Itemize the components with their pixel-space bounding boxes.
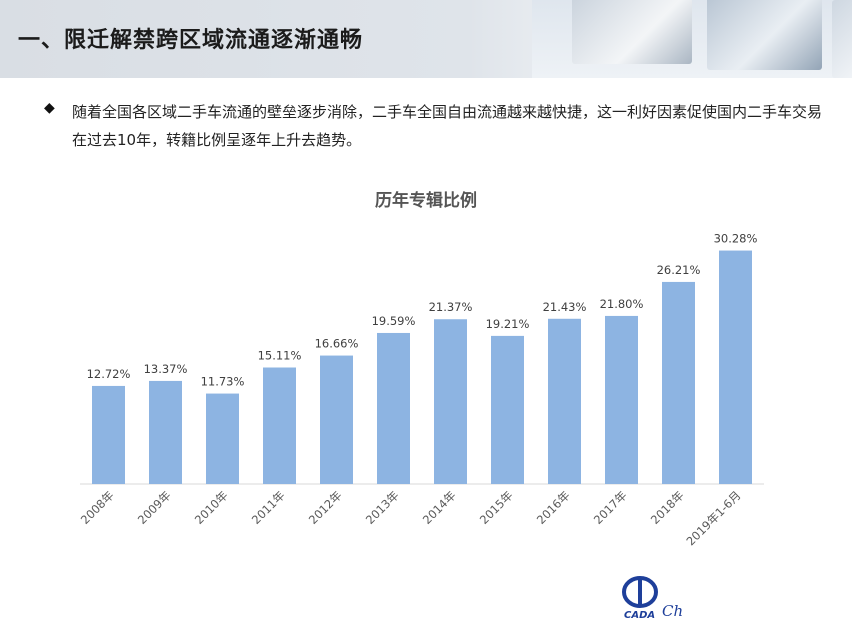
page-title: 一、限迁解禁跨区域流通逐渐通畅 bbox=[18, 28, 364, 53]
x-tick-label: 2019年1-6月 bbox=[683, 488, 743, 548]
logo-text: CADA bbox=[624, 610, 655, 621]
decorative-cube bbox=[832, 0, 852, 78]
bar bbox=[719, 250, 752, 484]
data-label: 16.66% bbox=[315, 337, 359, 351]
data-label: 21.37% bbox=[429, 300, 473, 314]
x-tick-label: 2011年 bbox=[249, 488, 288, 527]
bar bbox=[149, 380, 182, 484]
cada-logo: CADA Ch bbox=[622, 576, 683, 621]
chart-title: 历年专辑比例 bbox=[375, 191, 477, 211]
decorative-cube bbox=[707, 0, 822, 70]
data-label: 19.21% bbox=[486, 317, 530, 331]
x-tick-label: 2015年 bbox=[477, 488, 516, 527]
x-tick-label: 2014年 bbox=[420, 488, 459, 527]
bar bbox=[434, 319, 467, 484]
bar bbox=[263, 367, 296, 484]
bar bbox=[491, 335, 524, 484]
data-label: 21.43% bbox=[543, 300, 587, 314]
data-label: 12.72% bbox=[87, 367, 131, 381]
header-decoration bbox=[532, 0, 852, 78]
header-banner: 一、限迁解禁跨区域流通逐渐通畅 bbox=[0, 0, 852, 78]
data-label: 11.73% bbox=[201, 375, 245, 389]
x-tick-label: 2013年 bbox=[363, 488, 402, 527]
bullet-paragraph: ◆ 随着全国各区域二手车流通的壁垒逐步消除，二手车全国自由流通越来越快捷，这一利… bbox=[44, 98, 834, 154]
bar bbox=[92, 385, 125, 484]
bullet-text: 随着全国各区域二手车流通的壁垒逐步消除，二手车全国自由流通越来越快捷，这一利好因… bbox=[72, 103, 823, 149]
data-label: 30.28% bbox=[714, 232, 758, 246]
logo-script-text: Ch bbox=[662, 602, 683, 620]
x-tick-label: 2018年 bbox=[648, 488, 687, 527]
x-tick-label: 2009年 bbox=[135, 488, 174, 527]
data-label: 19.59% bbox=[372, 314, 416, 328]
bar bbox=[605, 315, 638, 484]
data-label: 26.21% bbox=[657, 263, 701, 277]
x-tick-label: 2010年 bbox=[192, 488, 231, 527]
x-tick-label: 2016年 bbox=[534, 488, 573, 527]
data-label: 21.80% bbox=[600, 297, 644, 311]
bar bbox=[206, 393, 239, 484]
decorative-cube bbox=[572, 0, 692, 64]
bar bbox=[320, 355, 353, 484]
bar bbox=[377, 332, 410, 484]
x-tick-label: 2008年 bbox=[78, 488, 117, 527]
bar bbox=[548, 318, 581, 484]
bar bbox=[662, 281, 695, 484]
data-label: 15.11% bbox=[258, 349, 302, 363]
diamond-bullet-icon: ◆ bbox=[44, 100, 55, 116]
data-label: 13.37% bbox=[144, 362, 188, 376]
x-tick-label: 2017年 bbox=[591, 488, 630, 527]
x-tick-label: 2012年 bbox=[306, 488, 345, 527]
